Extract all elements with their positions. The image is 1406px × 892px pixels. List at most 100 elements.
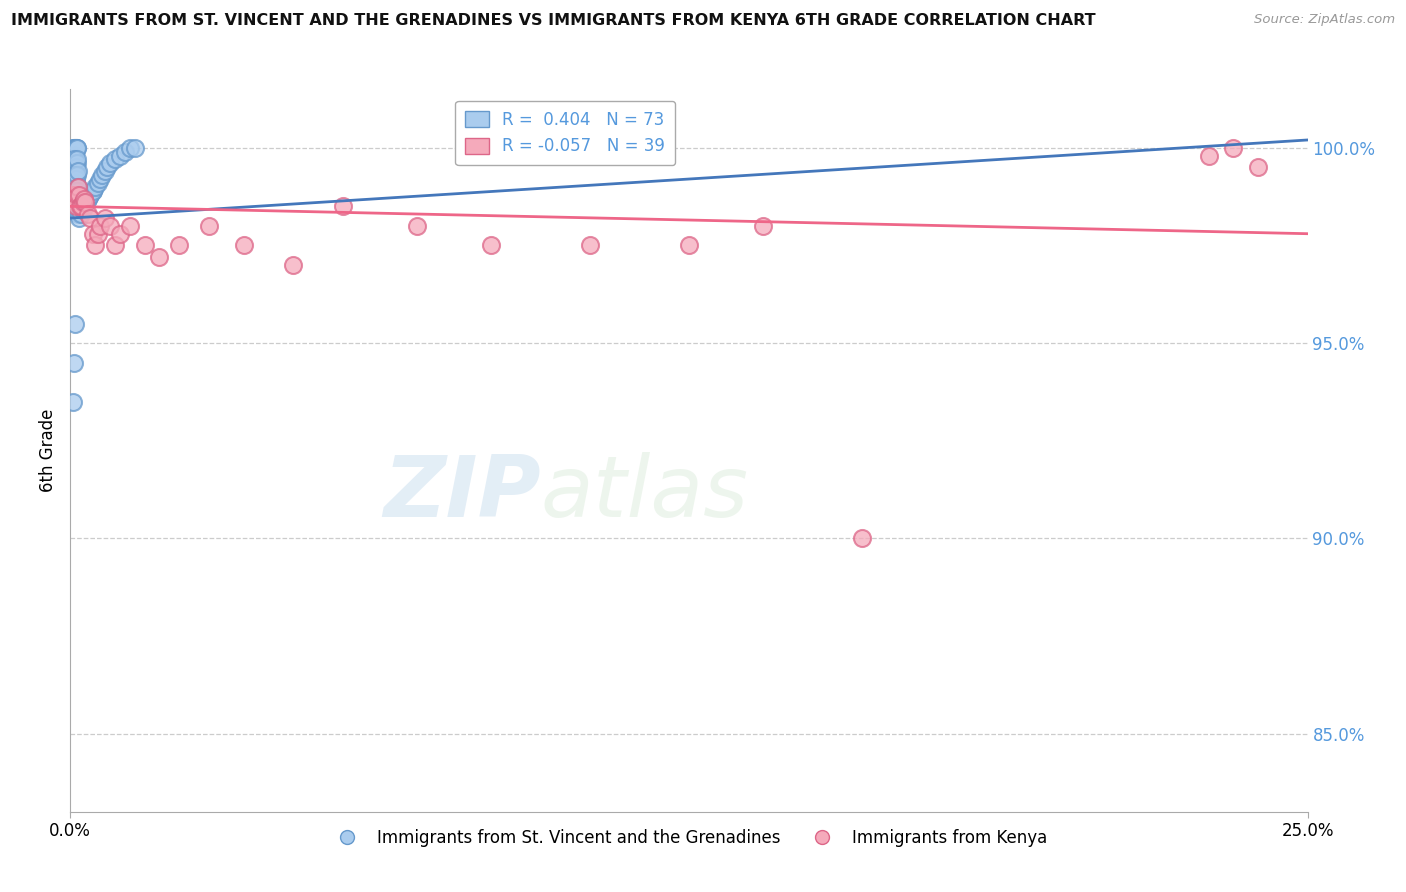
Point bbox=[67, 199, 90, 213]
Point bbox=[579, 238, 602, 252]
Point bbox=[98, 156, 121, 170]
Point bbox=[76, 207, 98, 221]
Point bbox=[69, 199, 91, 213]
Point bbox=[65, 172, 87, 186]
Point bbox=[94, 211, 117, 225]
Point bbox=[67, 211, 90, 225]
Point bbox=[86, 176, 108, 190]
Point bbox=[72, 195, 94, 210]
Point bbox=[62, 156, 84, 170]
Point bbox=[73, 199, 96, 213]
Point bbox=[678, 238, 700, 252]
Point bbox=[62, 141, 84, 155]
Point bbox=[66, 184, 89, 198]
Point bbox=[76, 192, 98, 206]
Point bbox=[66, 168, 89, 182]
Point bbox=[66, 141, 89, 155]
Text: ZIP: ZIP bbox=[382, 452, 540, 535]
Point bbox=[76, 192, 98, 206]
Point bbox=[66, 153, 89, 167]
Point bbox=[66, 164, 89, 178]
Point bbox=[108, 148, 131, 162]
Point bbox=[1222, 141, 1244, 155]
Point bbox=[62, 161, 84, 175]
Point bbox=[66, 187, 89, 202]
Point bbox=[752, 219, 775, 233]
Point bbox=[63, 141, 86, 155]
Text: Source: ZipAtlas.com: Source: ZipAtlas.com bbox=[1254, 13, 1395, 27]
Point bbox=[65, 187, 87, 202]
Point bbox=[96, 161, 118, 175]
Point bbox=[75, 195, 97, 210]
Point bbox=[65, 317, 87, 331]
Point bbox=[75, 195, 97, 210]
Point bbox=[63, 187, 86, 202]
Point bbox=[124, 141, 146, 155]
Point bbox=[67, 187, 90, 202]
Point bbox=[65, 179, 87, 194]
Point bbox=[67, 179, 90, 194]
Text: IMMIGRANTS FROM ST. VINCENT AND THE GRENADINES VS IMMIGRANTS FROM KENYA 6TH GRAD: IMMIGRANTS FROM ST. VINCENT AND THE GREN… bbox=[11, 13, 1095, 29]
Point bbox=[332, 199, 354, 213]
Point bbox=[72, 195, 94, 210]
Point bbox=[86, 227, 108, 241]
Point bbox=[118, 141, 141, 155]
Point bbox=[75, 195, 97, 210]
Point bbox=[281, 258, 304, 272]
Point bbox=[1247, 161, 1270, 175]
Point bbox=[63, 168, 86, 182]
Point bbox=[65, 172, 87, 186]
Point bbox=[65, 195, 87, 210]
Point bbox=[69, 203, 91, 218]
Point bbox=[148, 250, 170, 264]
Legend: Immigrants from St. Vincent and the Grenadines, Immigrants from Kenya: Immigrants from St. Vincent and the Gren… bbox=[323, 822, 1054, 854]
Point bbox=[89, 172, 111, 186]
Point bbox=[63, 192, 86, 206]
Point bbox=[70, 207, 93, 221]
Point bbox=[62, 187, 84, 202]
Point bbox=[66, 207, 89, 221]
Point bbox=[70, 199, 93, 213]
Point bbox=[66, 141, 89, 155]
Point bbox=[63, 184, 86, 198]
Point bbox=[63, 153, 86, 167]
Point bbox=[62, 192, 84, 206]
Point bbox=[118, 219, 141, 233]
Point bbox=[79, 187, 101, 202]
Point bbox=[65, 199, 87, 213]
Point bbox=[91, 168, 114, 182]
Point bbox=[98, 219, 121, 233]
Point bbox=[79, 211, 101, 225]
Point bbox=[65, 164, 87, 178]
Point bbox=[167, 238, 190, 252]
Point bbox=[66, 156, 89, 170]
Point bbox=[82, 184, 104, 198]
Point bbox=[66, 179, 89, 194]
Point bbox=[63, 355, 86, 369]
Point bbox=[73, 192, 96, 206]
Point bbox=[63, 141, 86, 155]
Point bbox=[65, 148, 87, 162]
Point bbox=[479, 238, 502, 252]
Point bbox=[65, 141, 87, 155]
Point bbox=[63, 172, 86, 186]
Point bbox=[72, 203, 94, 218]
Point bbox=[114, 145, 136, 159]
Point bbox=[1198, 148, 1220, 162]
Point bbox=[851, 532, 873, 546]
Point bbox=[66, 184, 89, 198]
Point bbox=[84, 238, 107, 252]
Point bbox=[65, 192, 87, 206]
Y-axis label: 6th Grade: 6th Grade bbox=[39, 409, 58, 492]
Point bbox=[89, 219, 111, 233]
Point bbox=[63, 168, 86, 182]
Point bbox=[82, 227, 104, 241]
Point bbox=[62, 141, 84, 155]
Point bbox=[84, 179, 107, 194]
Point bbox=[62, 199, 84, 213]
Point bbox=[62, 179, 84, 194]
Point bbox=[62, 176, 84, 190]
Point bbox=[62, 179, 84, 194]
Point bbox=[108, 227, 131, 241]
Point bbox=[79, 187, 101, 202]
